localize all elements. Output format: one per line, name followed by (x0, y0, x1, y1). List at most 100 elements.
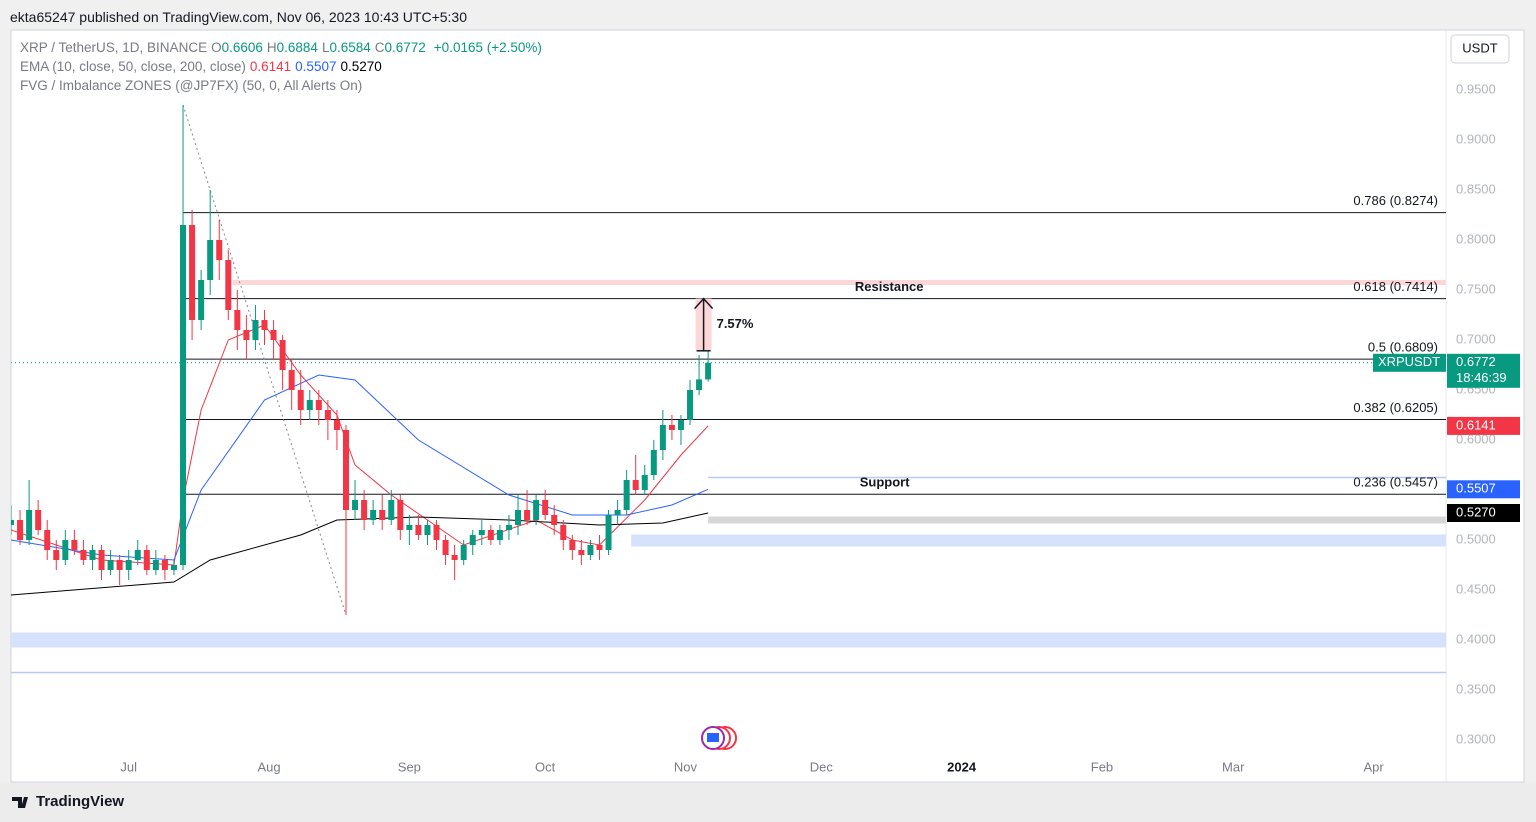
candle-body (62, 540, 69, 560)
candle-body (587, 545, 594, 555)
candle-body (89, 550, 96, 560)
candle-body (152, 560, 159, 570)
candle-body (198, 280, 205, 320)
legend-row: XRP / TetherUS, 1D, BINANCE O0.6606 H0.688… (20, 38, 546, 57)
brand: TradingView (36, 793, 125, 810)
ema-values: 0.6141 0.5507 0.5270 (250, 59, 386, 74)
candle-body (370, 510, 377, 520)
candle-body (225, 260, 232, 310)
y-tick-label: 0.8000 (1456, 231, 1496, 246)
candle-body (161, 560, 168, 570)
event-icons[interactable] (701, 726, 737, 750)
candle-body (379, 510, 386, 520)
price-badge-label: 0.5270 (1456, 504, 1496, 519)
last-price-label: 0.6772 (1456, 354, 1496, 369)
x-tick-label: Feb (1091, 759, 1113, 774)
measure-label: 7.57% (717, 316, 754, 331)
ohlc-key: O (211, 40, 222, 55)
candle-body (270, 330, 277, 340)
candle-body (17, 520, 24, 540)
candle-body (26, 510, 33, 540)
ema-line (11, 512, 709, 596)
candle-body (361, 500, 368, 520)
change: +0.0165 (+2.50%) (433, 40, 542, 55)
candle-body (578, 550, 585, 555)
ohlc-value: 0.6606 (221, 40, 263, 55)
candle-body (388, 500, 395, 520)
candle-body (243, 330, 250, 340)
candle-body (170, 565, 177, 570)
candle-body (143, 550, 150, 570)
y-tick-label: 0.3500 (1456, 681, 1496, 696)
candle-body (442, 540, 449, 555)
candle-body (11, 520, 14, 525)
candle-body (134, 550, 141, 560)
x-tick-label: Dec (810, 759, 834, 774)
legend-row: EMA (10, close, 50, close, 200, close) 0.… (20, 57, 546, 76)
candle-body (533, 500, 540, 520)
x-tick-label: Aug (257, 759, 280, 774)
fib-label: 0.786 (0.8274) (1353, 193, 1438, 208)
candle-body (605, 515, 612, 550)
candle-body (107, 560, 114, 570)
candle-body (677, 420, 684, 430)
candle-body (35, 510, 42, 530)
candle-body (352, 500, 359, 510)
footer-bar (0, 783, 1536, 822)
chart-frame (10, 29, 1525, 783)
measure-arrowhead (694, 297, 714, 310)
candle-body (180, 225, 187, 565)
x-tick-label: Sep (398, 759, 421, 774)
candle-body (288, 370, 295, 390)
candle-body (397, 500, 404, 530)
candle-body (234, 310, 241, 330)
candle-body (451, 555, 458, 560)
y-tick-label: 0.5000 (1456, 531, 1496, 546)
candle-body (125, 560, 132, 570)
price-badge (1447, 504, 1520, 522)
price-badge (1447, 416, 1520, 435)
price-badge-label: 0.6141 (1456, 417, 1496, 432)
candle-body (433, 525, 440, 540)
candle-body (659, 425, 666, 450)
candle-body (333, 420, 340, 430)
logo-mark (12, 797, 28, 808)
candle-body (98, 550, 105, 570)
candle-body (668, 425, 675, 430)
annotation: Support (860, 475, 910, 490)
x-tick-label: Oct (535, 759, 556, 774)
candle-body (487, 530, 494, 540)
candle-body (496, 530, 503, 540)
ohlc-value: 0.6584 (329, 40, 371, 55)
candle-body (279, 340, 286, 370)
price-badge-label: 0.5507 (1456, 481, 1496, 496)
y-tick-label: 0.7000 (1456, 331, 1496, 346)
ema-value: 0.5270 (340, 59, 382, 74)
zone (232, 280, 1446, 285)
candle-body (216, 240, 223, 260)
candle-body (71, 540, 78, 550)
candle-body (306, 400, 313, 410)
candle-body (116, 560, 123, 570)
y-tick-label: 0.8500 (1456, 181, 1496, 196)
fvg-name: FVG / Imbalance ZONES (@JP7FX) (50, 0, A… (20, 78, 363, 93)
y-tick-label: 0.6000 (1456, 431, 1496, 446)
candle-body (315, 400, 322, 410)
candle-body (53, 550, 60, 560)
currency-button[interactable] (1450, 34, 1510, 64)
ema-value: 0.6141 (249, 59, 292, 74)
publisher-line: ekta65247 published on TradingView.com, … (10, 9, 467, 25)
candle-body (406, 525, 413, 530)
last-price-badge (1447, 353, 1520, 388)
y-tick-label: 0.9500 (1456, 81, 1496, 96)
candle-body (614, 510, 621, 515)
candle-body (505, 525, 512, 530)
symbol-badge-label: XRPUSDT (1378, 354, 1440, 369)
y-tick-label: 0.4500 (1456, 581, 1496, 596)
candle-body (252, 320, 259, 340)
candle-body (515, 510, 522, 525)
legend: XRP / TetherUS, 1D, BINANCE O0.6606 H0.688… (20, 38, 546, 95)
currency-label[interactable]: USDT (1462, 40, 1497, 55)
ohlc-key: L (321, 40, 330, 55)
